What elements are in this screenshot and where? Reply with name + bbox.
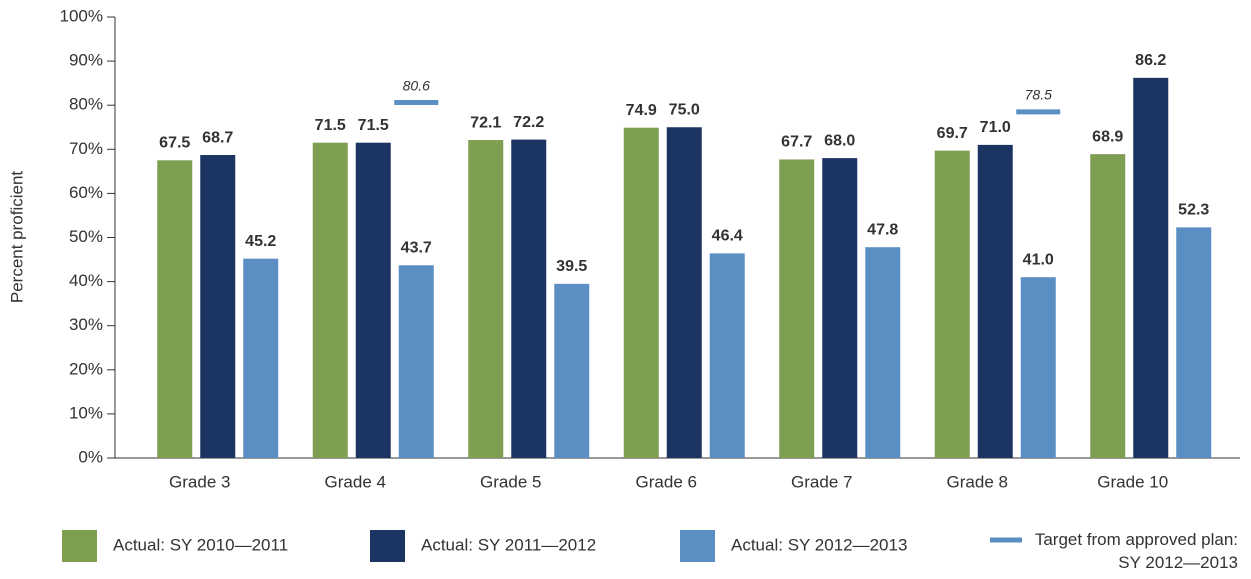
value-label: 46.4: [712, 228, 743, 245]
legend-swatch: [680, 530, 715, 562]
bar: [398, 265, 434, 458]
legend-label: Actual: SY 2011—2012: [421, 535, 596, 554]
value-label: 86.2: [1135, 52, 1166, 69]
value-label: 45.2: [245, 233, 276, 250]
x-tick-label: Grade 6: [636, 472, 697, 491]
y-tick-label: 20%: [69, 359, 103, 378]
target-label: 80.6: [403, 77, 430, 93]
legend-label: Target from approved plan: SY 2012—2013: [1034, 530, 1238, 572]
value-label: 47.8: [867, 221, 898, 238]
x-tick-label: Grade 3: [169, 472, 230, 491]
value-label: 75.0: [669, 101, 700, 118]
bar: [934, 150, 970, 459]
value-label: 71.0: [980, 119, 1011, 136]
bar: [1090, 154, 1126, 458]
legend-swatch: [370, 530, 405, 562]
value-label: 39.5: [556, 258, 587, 275]
value-label: 68.7: [202, 129, 233, 146]
bar: [1176, 227, 1212, 458]
x-tick-label: Grade 7: [791, 472, 852, 491]
y-tick-label: 40%: [69, 271, 103, 290]
value-label: 68.0: [824, 132, 855, 149]
bar: [666, 127, 702, 458]
bar: [200, 155, 236, 458]
target-label: 78.5: [1025, 87, 1052, 103]
x-tick-label: Grade 4: [325, 472, 386, 491]
x-tick-label: Grade 10: [1097, 472, 1168, 491]
value-label: 72.1: [470, 114, 501, 131]
bar: [355, 142, 391, 458]
bar: [554, 283, 590, 458]
value-label: 43.7: [401, 240, 432, 257]
y-tick-label: 100%: [60, 6, 103, 25]
y-tick-label: 30%: [69, 315, 103, 334]
bar: [468, 140, 504, 458]
value-label: 67.7: [781, 134, 812, 151]
bar: [1020, 277, 1056, 458]
y-tick-label: 60%: [69, 183, 103, 202]
legend-swatch: [62, 530, 97, 562]
y-tick-label: 10%: [69, 403, 103, 422]
y-tick-label: 80%: [69, 95, 103, 114]
bar: [157, 160, 193, 458]
y-axis-label: Percent proficient: [7, 171, 26, 304]
value-label: 71.5: [315, 117, 346, 134]
value-label: 74.9: [626, 102, 657, 119]
bar: [623, 127, 659, 458]
bar: [977, 144, 1013, 458]
value-label: 72.2: [513, 114, 544, 131]
bar: [709, 253, 745, 458]
legend-label: Actual: SY 2010—2011: [113, 535, 288, 554]
value-label: 52.3: [1178, 202, 1209, 219]
y-tick-label: 90%: [69, 51, 103, 70]
x-tick-label: Grade 8: [947, 472, 1008, 491]
x-tick-label: Grade 5: [480, 472, 541, 491]
value-label: 68.9: [1092, 128, 1123, 145]
y-tick-label: 50%: [69, 227, 103, 246]
bar: [822, 158, 858, 458]
bar: [1133, 77, 1169, 458]
legend-label: Actual: SY 2012—2013: [731, 535, 907, 554]
value-label: 69.7: [937, 125, 968, 142]
bar: [312, 142, 348, 458]
y-tick-label: 0%: [78, 447, 103, 466]
value-label: 71.5: [358, 117, 389, 134]
bar: [865, 247, 901, 458]
value-label: 41.0: [1023, 251, 1054, 268]
bar: [511, 139, 547, 458]
y-tick-label: 70%: [69, 139, 103, 158]
bar: [243, 258, 279, 458]
value-label: 67.5: [159, 135, 190, 152]
bar: [779, 159, 815, 458]
